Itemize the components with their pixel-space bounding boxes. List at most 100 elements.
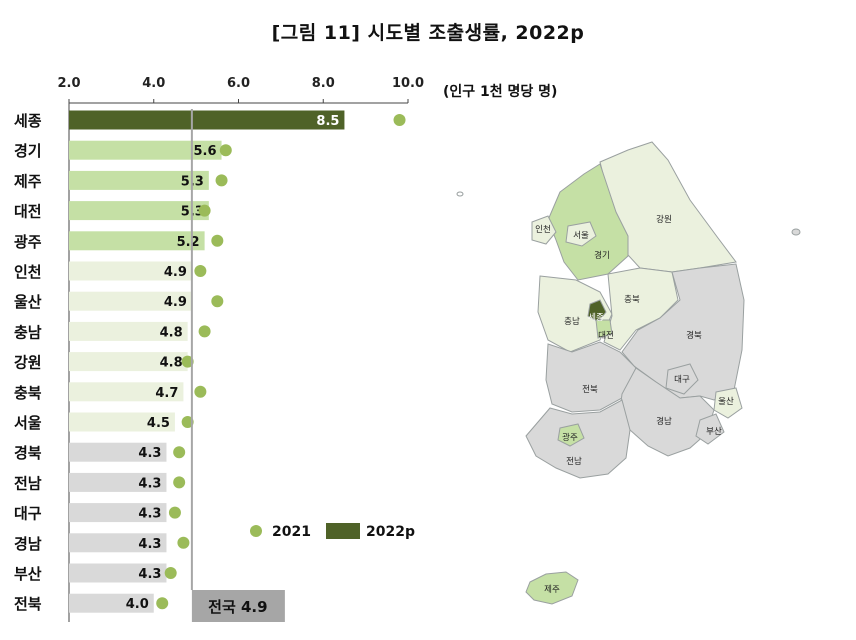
bar-2022p [69,201,209,221]
legend-2021-marker [250,525,262,537]
bar-value-label: 4.3 [138,446,161,461]
dot-2021 [181,416,194,428]
map-label-대구: 대구 [674,375,690,385]
x-tick-label: 10.0 [392,76,424,91]
bar-2022p [69,321,188,341]
bar-value-label: 4.3 [138,567,161,582]
map-region-서울 [565,221,597,247]
bar-value-label: 4.5 [147,416,170,431]
x-tick-label: 4.0 [142,76,165,91]
category-label: 서울 [14,414,42,432]
category-label: 충북 [14,384,42,402]
dot-2021 [173,476,186,489]
bar-value-label: 4.3 [138,537,161,552]
category-label: 전북 [14,595,42,613]
category-label: 경남 [14,535,42,553]
map-region-부산 [695,413,725,445]
map-label-대전: 대전 [598,330,614,341]
dot-2021 [194,385,207,398]
category-label: 대구 [14,505,42,523]
bar-2022p [69,472,167,492]
bar-value-label: 8.5 [316,114,339,129]
dot-2021 [181,355,194,368]
legend-2022p-label: 2022p [366,524,415,540]
national-reference-label: 전국 4.9 [208,598,267,616]
map-region-제주 [525,571,579,605]
dot-2021 [164,567,177,579]
map-label-울산: 울산 [718,396,734,407]
bar-2022p [69,533,167,553]
bar-2022p [69,442,167,462]
category-label: 인천 [14,263,42,281]
bar-value-label: 4.3 [138,476,161,491]
bar-value-label: 4.8 [160,356,183,371]
category-label: 광주 [14,233,42,251]
bar-2022p [69,382,184,402]
bar-value-label: 4.9 [164,295,187,310]
bar-2022p [69,261,192,281]
dot-2021 [393,114,406,126]
national-reference-box [191,590,285,622]
category-label: 경북 [14,444,42,462]
map-label-광주: 광주 [562,432,578,443]
category-label: 경기 [14,142,42,160]
bar-2022p [69,563,167,583]
dot-2021 [215,174,228,187]
unit-label: (인구 1천 명당 명) [443,84,558,100]
category-label: 울산 [14,293,42,311]
x-tick-label: 8.0 [312,76,335,91]
map-region-세종 [587,299,607,323]
category-label: 제주 [14,172,42,190]
category-label: 대전 [14,203,42,221]
bar-value-label: 4.0 [126,597,149,612]
bar-2022p [69,110,345,130]
dot-2021 [194,265,207,277]
map-label-부산: 부산 [706,426,722,437]
bar-value-label: 5.2 [177,235,200,250]
bar-value-label: 4.7 [155,386,178,401]
bar-2022p [69,593,154,613]
map-region-충남 [537,275,613,353]
map-label-경남: 경남 [656,416,672,427]
category-label: 충남 [14,323,42,341]
map-region-광주 [557,423,585,447]
category-label: 부산 [14,565,42,583]
bar-2022p [69,170,209,190]
bar-2022p [69,352,188,372]
bar-2022p [69,503,167,523]
bar-value-label: 4.3 [138,507,161,522]
dot-2021 [177,536,190,549]
map-label-제주: 제주 [544,585,560,595]
category-label: 전남 [14,474,42,492]
island-1 [456,191,464,197]
map-label-강원: 강원 [656,214,672,225]
dot-2021 [211,295,224,308]
dot-2021 [198,325,211,338]
dot-2021 [198,204,211,217]
map-label-인천: 인천 [535,224,551,235]
dot-2021 [211,234,224,247]
bar-2022p [69,412,175,432]
island-2 [791,228,801,236]
map-label-경기: 경기 [594,250,610,261]
legend-2022p-marker [326,523,360,539]
map-label-충남: 충남 [564,317,580,327]
x-tick-label: 2.0 [57,76,80,91]
map-region-대전 [595,319,613,339]
map-region-대구 [665,363,699,395]
bar-value-label: 5.6 [194,144,217,159]
dot-2021 [156,597,169,610]
legend-2021-label: 2021 [272,524,311,540]
category-label: 세종 [14,112,42,130]
dot-2021 [219,144,232,157]
map-label-전남: 전남 [566,456,582,467]
chart-title: [그림 11] 시도별 조출생률, 2022p [271,22,585,44]
map-label-경북: 경북 [686,330,702,341]
bar-value-label: 4.9 [164,265,187,280]
dot-2021 [173,446,186,459]
x-tick-label: 6.0 [227,76,250,91]
map-region-인천 [531,215,557,245]
bar-2022p [69,291,192,311]
